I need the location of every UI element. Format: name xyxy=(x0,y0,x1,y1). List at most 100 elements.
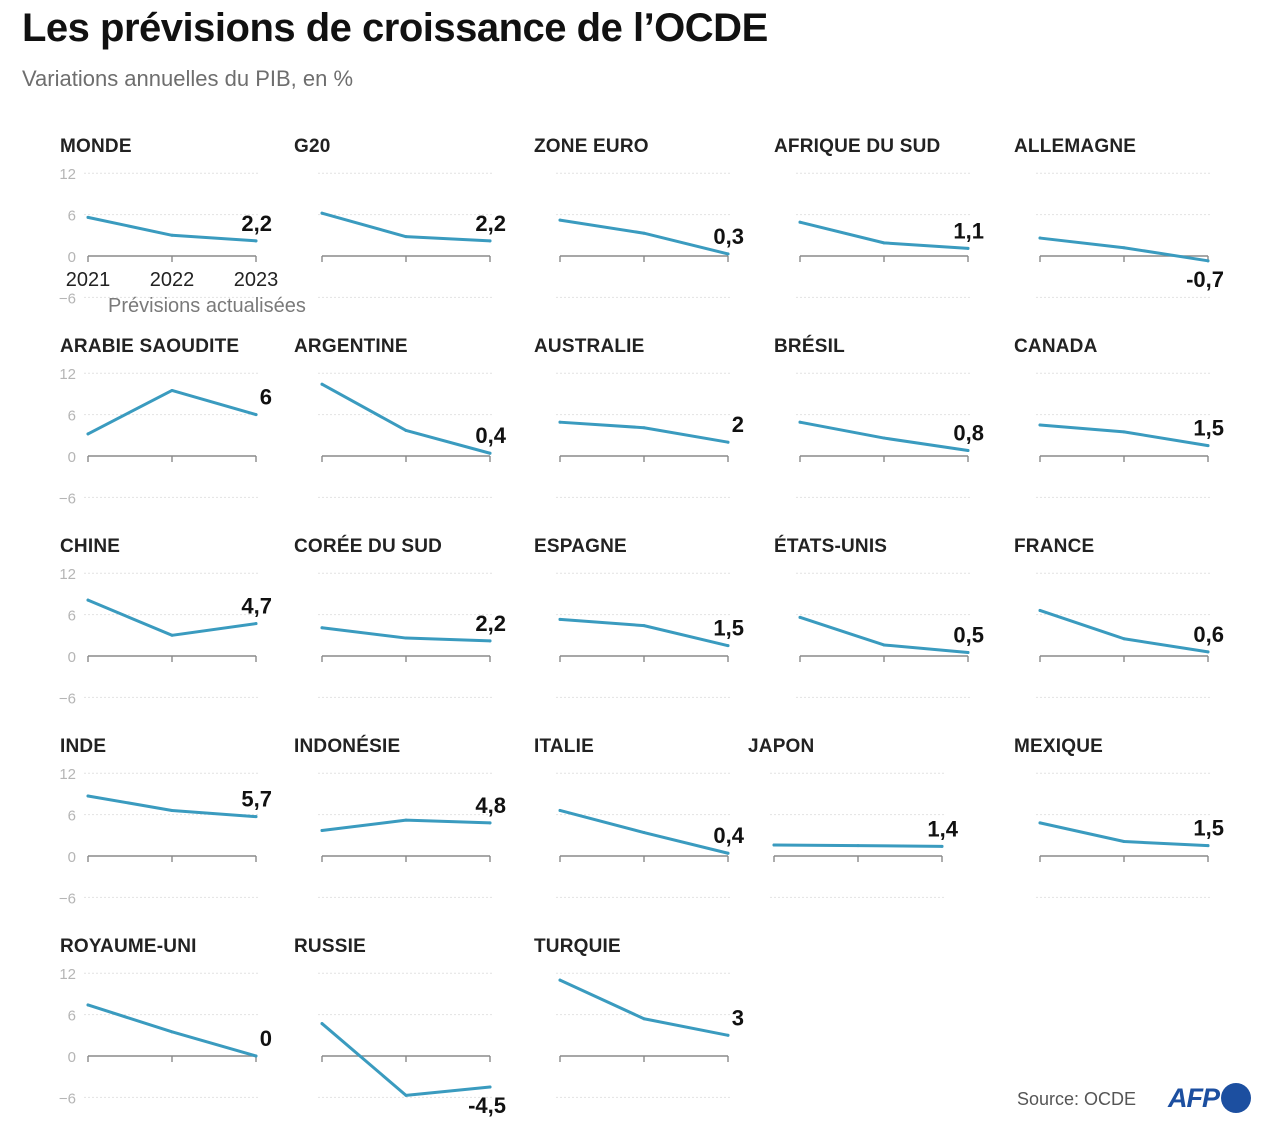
panel-plot: 1,5 xyxy=(556,572,744,698)
data-point xyxy=(488,821,492,825)
data-point xyxy=(1122,430,1126,434)
panel-title: INDE xyxy=(60,736,107,757)
value-label: 1,5 xyxy=(1193,416,1224,441)
data-point xyxy=(170,388,174,392)
y-tick-label: 6 xyxy=(68,1008,76,1025)
y-tick-label: −6 xyxy=(59,690,76,707)
y-tick-label: 12 xyxy=(59,966,76,983)
panel-title: ARGENTINE xyxy=(294,336,408,357)
y-tick-label: 0 xyxy=(68,1049,76,1066)
data-point xyxy=(86,794,90,798)
data-point xyxy=(558,617,562,621)
value-label: 0 xyxy=(260,1026,272,1051)
panel-plot: -4,5 xyxy=(318,972,506,1118)
panel-plot: 2,2 xyxy=(318,172,506,298)
data-point xyxy=(726,644,730,648)
data-point xyxy=(1038,236,1042,240)
panel-title: ITALIE xyxy=(534,736,594,757)
chart-panel: ROYAUME-UNI 12 6 0 −6 0 xyxy=(52,928,292,1128)
panel-plot: 0,4 xyxy=(318,372,507,498)
series-line xyxy=(320,818,492,832)
data-point xyxy=(726,851,730,855)
afp-logo: AFP xyxy=(1168,1080,1251,1116)
data-point xyxy=(404,1093,408,1097)
y-tick-label: 6 xyxy=(68,208,76,225)
chart-panel: JAPON 1,4 xyxy=(740,728,980,928)
source-note: Source: OCDE xyxy=(1017,1089,1137,1109)
value-label: 3 xyxy=(732,1005,744,1030)
data-point xyxy=(726,1033,730,1037)
series-line xyxy=(558,617,730,648)
panel-plot: 12 6 0 −6 0 xyxy=(59,966,272,1107)
data-point xyxy=(488,451,492,455)
series-line xyxy=(86,388,258,436)
series-line xyxy=(86,215,258,243)
data-point xyxy=(170,633,174,637)
chart-panel: RUSSIE -4,5 xyxy=(286,928,526,1128)
value-label: 0,8 xyxy=(953,420,984,445)
value-label: 2,2 xyxy=(475,211,506,236)
data-point xyxy=(558,218,562,222)
y-tick-label: 6 xyxy=(68,408,76,425)
chart-panel: BRÉSIL 0,8 xyxy=(766,328,1006,528)
page-subtitle: Variations annuelles du PIB, en % xyxy=(22,66,354,91)
y-tick-label: 12 xyxy=(59,366,76,383)
y-tick-label: 0 xyxy=(68,449,76,466)
value-label: 0,6 xyxy=(1193,622,1224,647)
panel-title: MONDE xyxy=(60,136,132,157)
series-line xyxy=(798,615,970,655)
chart-panel: INDONÉSIE 4,8 xyxy=(286,728,526,928)
chart-panel: G20 2,2 xyxy=(286,128,526,328)
data-point xyxy=(254,413,258,417)
panel-title: G20 xyxy=(294,136,331,157)
panel-title: ROYAUME-UNI xyxy=(60,936,197,957)
series-line xyxy=(86,794,258,819)
y-tick-label: −6 xyxy=(59,1090,76,1107)
data-point xyxy=(170,1030,174,1034)
data-point xyxy=(642,231,646,235)
data-point xyxy=(86,1003,90,1007)
data-point xyxy=(254,1054,258,1058)
value-label: 0,4 xyxy=(475,423,506,448)
data-point xyxy=(856,844,860,848)
panel-title: ALLEMAGNE xyxy=(1014,136,1137,157)
panel-plot: 0,6 xyxy=(1036,572,1224,698)
panel-plot: -0,7 xyxy=(1036,172,1224,298)
value-label: 2,2 xyxy=(475,611,506,636)
data-point xyxy=(404,428,408,432)
data-point xyxy=(882,436,886,440)
value-label: 1,1 xyxy=(953,218,984,243)
data-point xyxy=(488,1085,492,1089)
data-point xyxy=(320,211,324,215)
panel-plot: 12 6 0 −6 2,2 2021 2022 2023 Prévisions actualis… xyxy=(59,166,306,317)
y-tick-label: 0 xyxy=(68,849,76,866)
series-line xyxy=(86,598,258,637)
value-label: 4,7 xyxy=(241,594,272,619)
y-tick-label: −6 xyxy=(59,490,76,507)
y-tick-label: 12 xyxy=(59,566,76,583)
panel-title: CHINE xyxy=(60,536,121,557)
data-point xyxy=(726,252,730,256)
panel-plot: 12 6 0 −6 6 xyxy=(59,366,272,507)
data-point xyxy=(488,639,492,643)
chart-panel: CHINE 12 6 0 −6 4,7 xyxy=(52,528,292,728)
data-point xyxy=(1206,650,1210,654)
data-point xyxy=(882,241,886,245)
panel-title: ESPAGNE xyxy=(534,536,627,557)
y-tick-label: −6 xyxy=(59,890,76,907)
data-point xyxy=(966,448,970,452)
panel-plot: 0,5 xyxy=(796,572,984,698)
chart-panel: ARGENTINE 0,4 xyxy=(286,328,526,528)
data-point xyxy=(726,440,730,444)
panel-title: INDONÉSIE xyxy=(294,736,401,757)
data-point xyxy=(1206,844,1210,848)
chart-panel: MONDE 12 6 0 −6 2,2 2021 2022 2023 Prévisions act… xyxy=(52,128,306,328)
y-tick-label: 12 xyxy=(59,166,76,183)
panel-title: JAPON xyxy=(748,736,815,757)
data-point xyxy=(798,615,802,619)
panel-plot: 1,4 xyxy=(770,772,959,898)
panel-plot: 0,4 xyxy=(556,772,745,898)
data-point xyxy=(558,808,562,812)
annotation-label: Prévisions actualisées xyxy=(108,295,306,317)
y-tick-label: 6 xyxy=(68,808,76,825)
